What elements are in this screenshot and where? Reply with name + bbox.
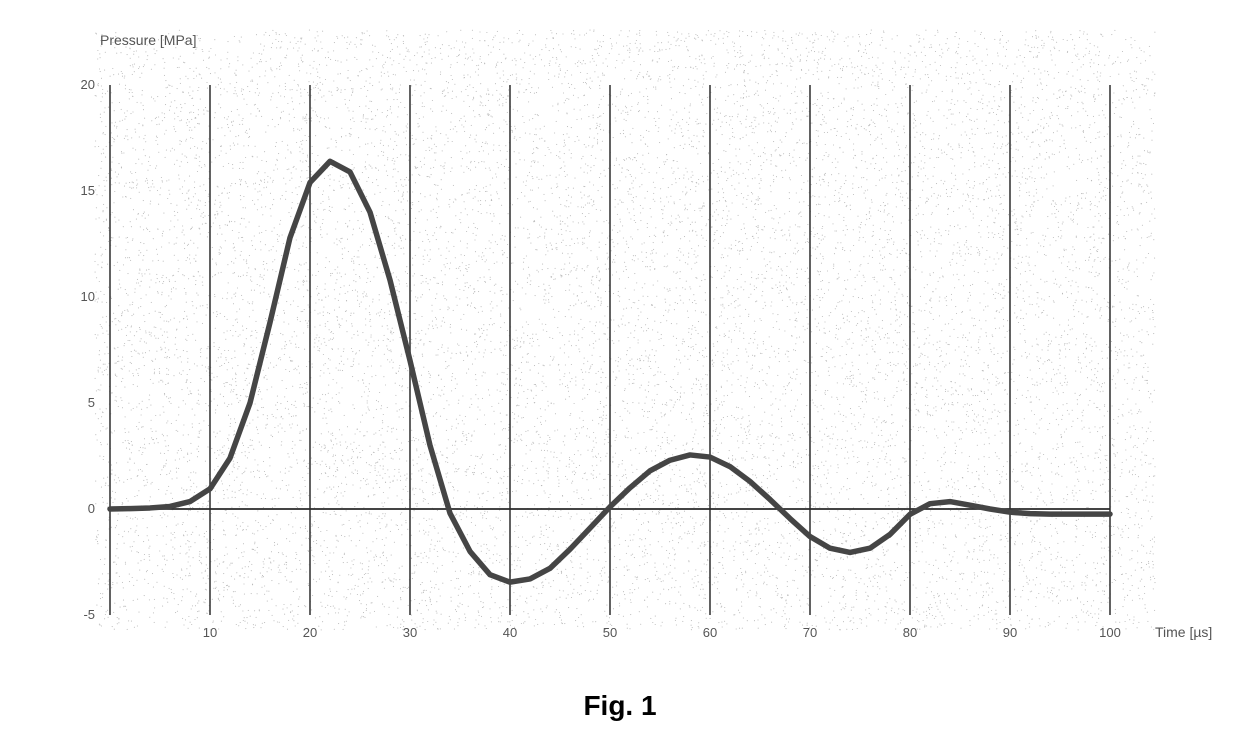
- y-axis-title: Pressure [MPa]: [100, 32, 196, 48]
- pressure-time-chart: 102030405060708090100 -505101520 Pressure …: [0, 0, 1240, 660]
- y-tick-labels: -505101520: [81, 77, 95, 622]
- x-axis-title: Time [µs]: [1155, 624, 1212, 640]
- figure-caption: Fig. 1: [0, 690, 1240, 722]
- x-tick-labels: 102030405060708090100: [203, 625, 1121, 640]
- figure-container: 102030405060708090100 -505101520 Pressure …: [0, 0, 1240, 752]
- noise-layer: [94, 29, 1155, 630]
- x-gridlines: [110, 85, 1110, 615]
